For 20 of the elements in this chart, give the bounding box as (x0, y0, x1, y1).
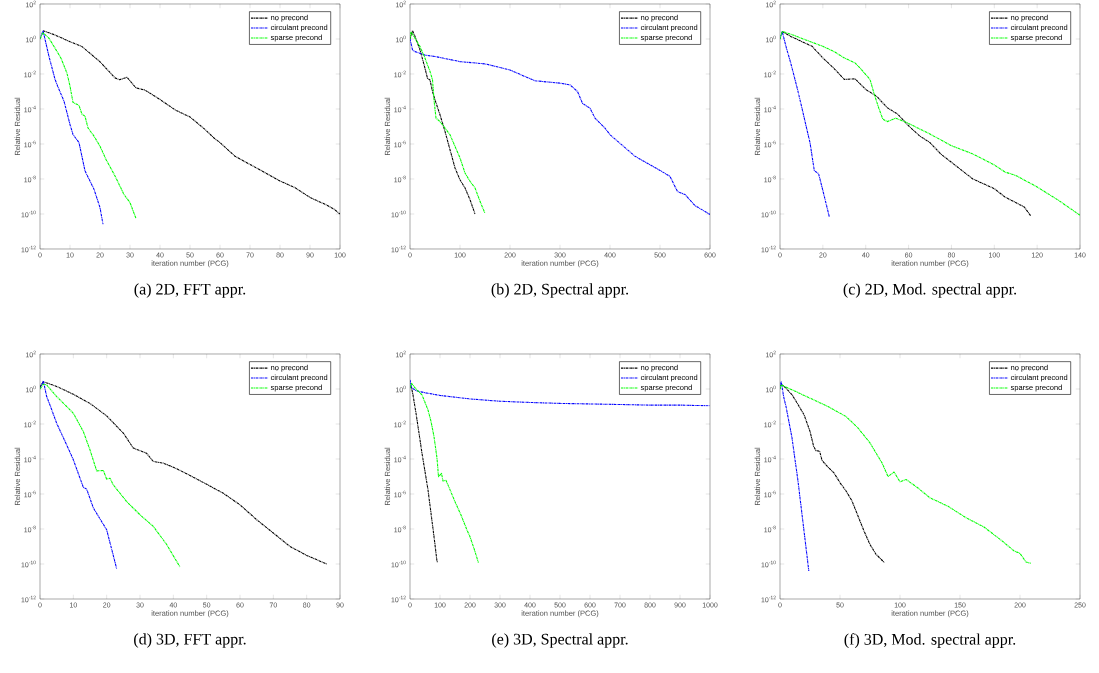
line-series (410, 382, 479, 564)
line-series (40, 380, 118, 570)
text: (a) 2D, FFT appr. (134, 283, 246, 298)
line-series (40, 381, 328, 565)
line-series (42, 30, 341, 215)
line-series (40, 32, 137, 220)
line-series (410, 385, 439, 564)
line-series (780, 384, 885, 564)
text: (d) 3D, FFT appr. (134, 633, 246, 648)
line-series (781, 30, 1032, 217)
line-series (780, 30, 1081, 216)
text: (b) 2D, Spectral appr. (491, 283, 629, 298)
text: (c) 2D, Mod. spectral appr. (843, 283, 1017, 298)
line-series (780, 380, 810, 572)
text: (f) 3D, Mod. spectral appr. (844, 633, 1016, 648)
line-series (40, 30, 104, 225)
line-series (780, 384, 1032, 564)
line-series (40, 383, 181, 568)
text: (e) 3D, Spectral appr. (492, 633, 628, 648)
line-series (780, 30, 830, 218)
